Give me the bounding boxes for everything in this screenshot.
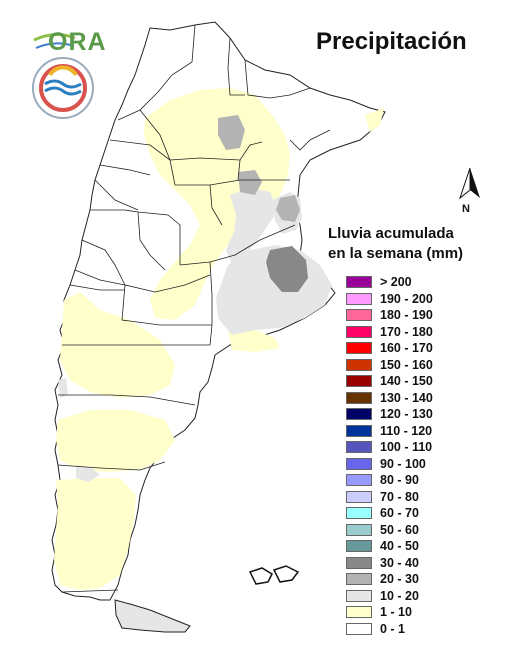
legend-item: 180 - 190 [346,307,433,324]
legend-item: 90 - 100 [346,456,433,473]
legend-item: 190 - 200 [346,291,433,308]
legend-label: 170 - 180 [380,324,433,339]
legend-swatch [346,292,372,305]
province-boundaries [57,24,331,593]
legend-swatch [346,523,372,536]
legend-swatch [346,474,372,487]
legend-swatch [346,375,372,388]
legend-label: 140 - 150 [380,374,433,389]
rain-zone-30-40 [266,246,308,292]
islas-malvinas [248,565,300,585]
legend-label: 40 - 50 [380,539,419,554]
legend-title-line-2: en la semana (mm) [328,245,464,262]
institute-seal-logo [32,57,94,119]
legend-label: 180 - 190 [380,308,433,323]
legend-swatch [346,408,372,421]
legend-title: Lluvia acumulada en la semana (mm) [328,224,498,264]
legend-swatch [346,556,372,569]
legend-label: 120 - 130 [380,407,433,422]
map-title: Precipitación [316,28,467,55]
legend-item: 130 - 140 [346,390,433,407]
legend-swatch [346,606,372,619]
legend-item: 70 - 80 [346,489,433,506]
legend-item: 10 - 20 [346,588,433,605]
legend-item: 160 - 170 [346,340,433,357]
legend-label: 1 - 10 [380,605,412,620]
legend-item: 1 - 10 [346,604,433,621]
legend-label: 190 - 200 [380,291,433,306]
legend-label: 10 - 20 [380,588,419,603]
legend-swatch [346,589,372,602]
legend-title-line-1: Lluvia acumulada [328,225,454,242]
rain-zone-20-30 [218,115,300,222]
legend-item: 0 - 1 [346,621,433,638]
legend-item: 170 - 180 [346,324,433,341]
legend-swatch [346,391,372,404]
legend-swatch [346,325,372,338]
legend-item: 50 - 60 [346,522,433,539]
tierra-del-fuego [114,599,191,633]
legend-label: 100 - 110 [380,440,433,455]
legend-swatch [346,490,372,503]
legend-swatch [346,507,372,520]
north-arrow-icon [458,167,480,200]
legend-label: 130 - 140 [380,390,433,405]
legend-label: 0 - 1 [380,621,406,636]
legend-swatch [346,441,372,454]
legend-swatch [346,342,372,355]
legend-item: 110 - 120 [346,423,433,440]
legend-label: 50 - 60 [380,522,419,537]
legend-label: 70 - 80 [380,489,419,504]
legend-item: 140 - 150 [346,373,433,390]
legend-swatch [346,573,372,586]
legend-label: 60 - 70 [380,506,419,521]
legend-item: 20 - 30 [346,571,433,588]
legend-item: 30 - 40 [346,555,433,572]
legend-label: 110 - 120 [380,423,433,438]
legend-item: > 200 [346,274,433,291]
legend-swatch [346,424,372,437]
legend-label: 80 - 90 [380,473,419,488]
legend-item: 40 - 50 [346,538,433,555]
legend-item: 100 - 110 [346,439,433,456]
legend-swatch [346,309,372,322]
legend-label: 20 - 30 [380,572,419,587]
legend-label: 160 - 170 [380,341,433,356]
ora-logo-swoosh [33,33,76,49]
legend-label: > 200 [380,275,412,290]
legend-item: 120 - 130 [346,406,433,423]
legend-swatch [346,457,372,470]
legend-label: 90 - 100 [380,456,426,471]
legend-item: 60 - 70 [346,505,433,522]
legend-item: 150 - 160 [346,357,433,374]
legend-item: 80 - 90 [346,472,433,489]
legend-label: 30 - 40 [380,555,419,570]
legend-swatch [346,276,372,289]
legend-swatch [346,622,372,635]
legend-swatch [346,540,372,553]
ora-logo-text: ORA [48,28,107,56]
north-label: N [462,203,470,215]
legend-swatch [346,358,372,371]
legend-label: 150 - 160 [380,357,433,372]
legend: > 200 190 - 200 180 - 190 170 - 180 160 - 17… [346,274,433,637]
